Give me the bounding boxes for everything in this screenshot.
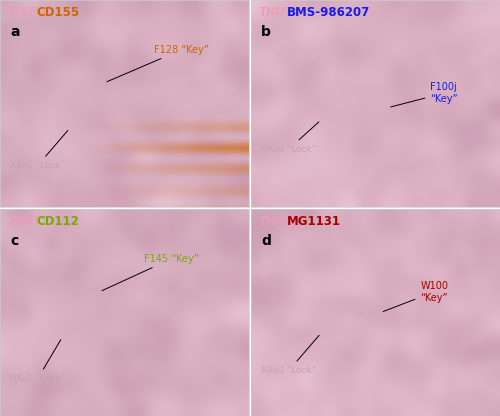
Text: TIGIT:: TIGIT: bbox=[258, 6, 297, 19]
Text: BMS-986207: BMS-986207 bbox=[288, 6, 370, 19]
Text: d: d bbox=[261, 234, 271, 248]
Text: F100j
“Key”: F100j “Key” bbox=[391, 82, 458, 107]
Text: c: c bbox=[10, 234, 18, 248]
Text: CD155: CD155 bbox=[36, 6, 79, 19]
Text: TIGIT:: TIGIT: bbox=[8, 215, 46, 228]
Text: AX₆G “Lock”: AX₆G “Lock” bbox=[261, 122, 319, 154]
Text: AX₆G “Lock”: AX₆G “Lock” bbox=[10, 131, 68, 170]
Text: AX₆G “Lock”: AX₆G “Lock” bbox=[261, 335, 319, 375]
Text: a: a bbox=[10, 25, 20, 39]
Text: F145 “Key”: F145 “Key” bbox=[102, 254, 199, 291]
Text: TIGIT:: TIGIT: bbox=[258, 215, 297, 228]
Text: TIGIT:: TIGIT: bbox=[8, 6, 46, 19]
Text: F128 “Key”: F128 “Key” bbox=[107, 45, 209, 82]
Text: AX₆G “Lock”: AX₆G “Lock” bbox=[10, 340, 66, 383]
Text: CD112: CD112 bbox=[36, 215, 79, 228]
Text: W100
“Key”: W100 “Key” bbox=[383, 281, 448, 312]
Text: b: b bbox=[261, 25, 271, 39]
Text: MG1131: MG1131 bbox=[288, 215, 342, 228]
